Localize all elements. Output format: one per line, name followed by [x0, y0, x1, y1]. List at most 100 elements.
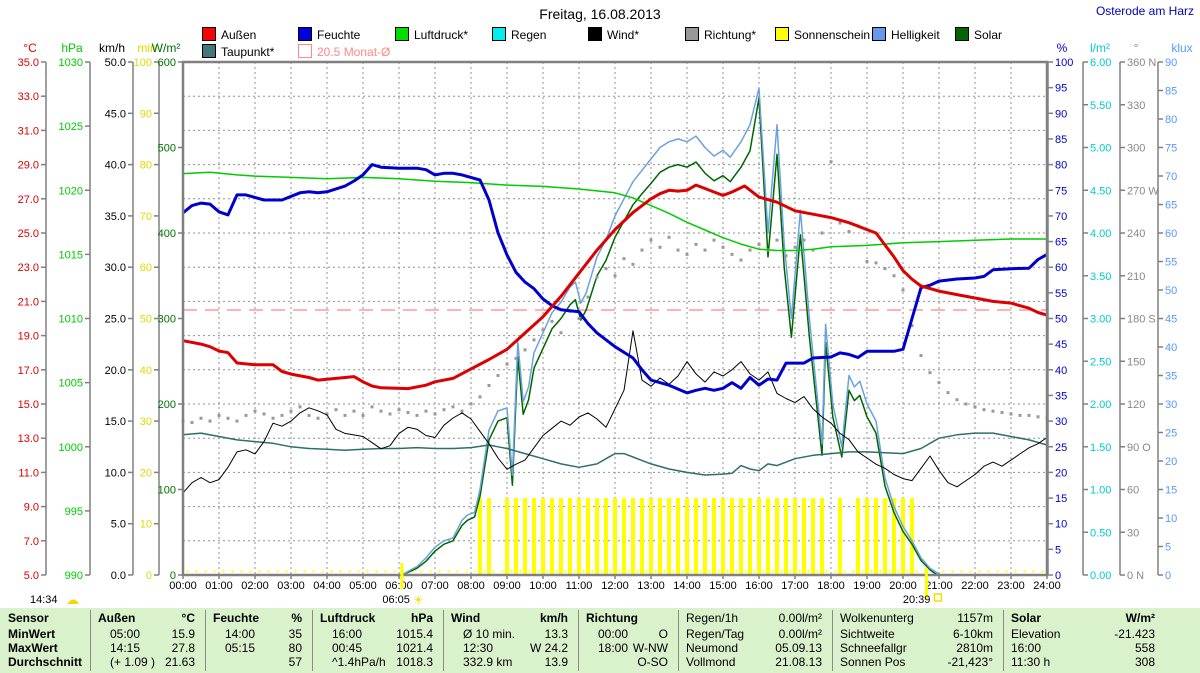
kmh-tick-label: 20.0: [105, 365, 126, 377]
deg-tick-label: 360 N: [1127, 57, 1156, 69]
luftdruck-line: [182, 171, 1047, 252]
wind-direction-dot: [478, 395, 482, 399]
sunshine-zero-dot: [996, 570, 999, 573]
temp-tick-label: 13.0: [18, 433, 39, 445]
wind-direction-dot: [883, 267, 887, 271]
sunshine-zero-dot: [708, 570, 711, 573]
summary-table: Sensor MinWert MaxWert Durchschnitt Außen °C 0…: [0, 608, 1200, 673]
x-tick-label: 16:00: [745, 580, 773, 592]
klux-tick-label: 45: [1165, 314, 1177, 326]
sunshine-zero-dot: [1005, 570, 1008, 573]
wind-direction-dot: [352, 409, 356, 413]
sunshine-zero-dot: [852, 570, 855, 573]
wind-direction-dot: [316, 416, 320, 420]
sunshine-zero-dot: [564, 570, 567, 573]
wind-direction-dot: [757, 242, 761, 246]
sunshine-zero-dot: [294, 570, 297, 573]
sunshine-bar: [892, 498, 896, 575]
wind-direction-dot: [505, 362, 509, 366]
table-separator: [832, 610, 833, 671]
wind-direction-dot: [361, 413, 365, 417]
min-axis-header: min: [137, 41, 156, 55]
sunshine-zero-dot: [726, 570, 729, 573]
wm2-tick-label: 300: [158, 314, 176, 326]
x-tick-label: 17:00: [781, 580, 809, 592]
hpa-tick-label: 1030: [59, 57, 83, 69]
klux-tick-label: 65: [1165, 200, 1177, 212]
wind-direction-dot: [622, 257, 626, 261]
wind-direction-dot: [577, 317, 581, 320]
sunshine-zero-dot: [636, 570, 639, 573]
sunshine-zero-dot: [510, 570, 513, 573]
sunshine-zero-dot: [438, 570, 441, 573]
table-atmosphaere-row1-value: 6-10km: [952, 627, 993, 641]
luftdruck-legend-swatch-icon: [395, 27, 409, 41]
deg-tick-label: 0 N: [1127, 570, 1144, 582]
sunshine-bar: [793, 498, 797, 575]
sunshine-bar: [595, 498, 599, 575]
sunshine-bar: [676, 498, 680, 575]
wind-direction-dot: [289, 409, 293, 413]
x-tick-label: 15:00: [709, 580, 737, 592]
table-separator: [678, 610, 679, 671]
table-sensor-row3-label: Durchschnitt: [8, 655, 83, 669]
x-tick-label: 09:00: [493, 580, 521, 592]
temp-tick-label: 15.0: [18, 399, 39, 411]
sunshine-bar: [730, 498, 734, 575]
wind-direction-dot: [991, 409, 995, 413]
wind-direction-dot: [190, 421, 194, 425]
x-tick-label: 12:00: [601, 580, 629, 592]
pct-tick-label: 5: [1055, 544, 1061, 556]
wind-direction-dot: [658, 245, 662, 249]
x-tick-label: 24:00: [1033, 580, 1061, 592]
wind-direction-dot: [514, 356, 518, 360]
wind-direction-dot: [217, 413, 221, 417]
weather-chart: °C 35.0 33.0 31.0 29.0 27.0 25.0 23.0 21.0 19.0 17…: [18, 41, 1193, 608]
legend-item-aussen: Außen: [202, 27, 256, 42]
legend-item-sonnenschein: Sonnenschein: [775, 27, 870, 42]
sunshine-zero-dot: [843, 570, 846, 573]
wind-direction-dot: [829, 160, 833, 164]
cloud-time-label: 14:34: [30, 594, 58, 606]
min-tick-label: 20: [140, 467, 152, 479]
wind-direction-dot: [406, 411, 410, 415]
sunshine-zero-dot: [537, 570, 540, 573]
sunshine-zero-dot: [861, 570, 864, 573]
temp-tick-label: 17.0: [18, 365, 39, 377]
wind-direction-dot: [1009, 412, 1013, 416]
sunshine-zero-dot: [1041, 570, 1044, 573]
sunshine-zero-dot: [384, 570, 387, 573]
wind-direction-dot: [298, 405, 302, 409]
sunshine-zero-dot: [204, 570, 207, 573]
legend-label: Solar: [974, 28, 1003, 42]
x-tick-label: 01:00: [205, 580, 233, 592]
x-tick-label: 23:00: [997, 580, 1025, 592]
sunshine-zero-dot: [186, 570, 189, 573]
pct-tick-label: 25: [1055, 442, 1067, 454]
pct-tick-label: 60: [1055, 262, 1067, 274]
sunshine-zero-dot: [798, 570, 801, 573]
wind-direction-dot: [433, 412, 437, 416]
table-sensor-row2-label: MaxWert: [8, 641, 58, 655]
regen-legend-swatch-icon: [492, 27, 506, 41]
hpa-tick-label: 1025: [59, 121, 83, 133]
lm2-tick-label: 2.50: [1090, 356, 1111, 368]
wind-direction-dot: [793, 245, 797, 249]
sunshine-zero-dot: [528, 570, 531, 573]
table-wind-row0-value: km/h: [539, 611, 568, 625]
table-wind-row1-label: Ø 10 min.: [463, 627, 516, 641]
klux-tick-label: 90: [1165, 57, 1177, 69]
deg-tick-label: 180 S: [1127, 314, 1156, 326]
sunshine-bar: [541, 498, 545, 575]
wind-direction-dot: [208, 419, 212, 423]
wind-direction-dot: [631, 262, 635, 266]
min-tick-label: 40: [140, 365, 152, 377]
legend-item-helligkeit: Helligkeit: [872, 27, 940, 42]
sunshine-zero-dot: [699, 570, 702, 573]
table-atmosphaere-row1-label: Sichtweite: [840, 627, 895, 641]
klux-tick-label: 50: [1165, 285, 1177, 297]
sunshine-zero-dot: [321, 570, 324, 573]
hpa-tick-label: 990: [65, 570, 83, 582]
wind-direction-dot: [325, 412, 329, 416]
taupunkt-legend-swatch-icon: [202, 44, 216, 58]
